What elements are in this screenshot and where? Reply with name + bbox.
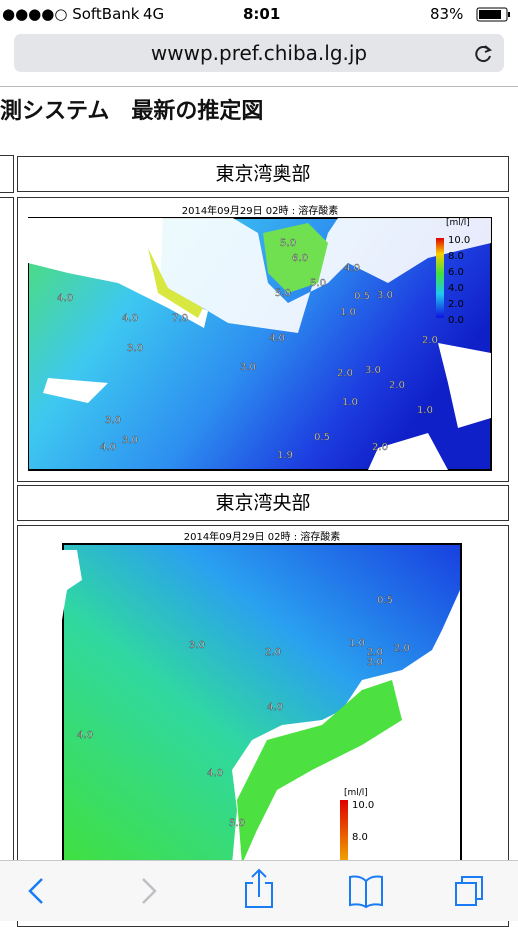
- tabs-button[interactable]: [455, 876, 483, 906]
- contour-label: 5.0: [310, 278, 326, 289]
- contour-label: 3.0: [122, 435, 138, 446]
- legend-label: 8.0: [448, 251, 464, 262]
- contour-label: 5.0: [275, 288, 291, 299]
- contour-label: 0.5: [354, 291, 370, 302]
- contour-label: 3.0: [189, 640, 205, 651]
- legend-label: 2.0: [448, 299, 464, 310]
- legend-label: 10.0: [448, 235, 470, 246]
- contour-label: 2.0: [422, 335, 438, 346]
- reload-icon[interactable]: [472, 43, 494, 65]
- legend-label: 0.0: [448, 315, 464, 326]
- contour-label: 1.9: [277, 450, 293, 461]
- contour-label: 1.0: [417, 405, 433, 416]
- contour-label: 4.0: [77, 730, 93, 741]
- address-bar[interactable]: wwwp.pref.chiba.lg.jp: [14, 34, 504, 72]
- legend-label: 10.0: [352, 800, 374, 811]
- legend-label: 6.0: [448, 267, 464, 278]
- contour-label: 1.0: [342, 397, 358, 408]
- contour-label: 2.0: [372, 442, 388, 453]
- contour-label: 2.0: [394, 643, 410, 654]
- contour-label: 3.0: [105, 415, 121, 426]
- contour-label: 2.0: [367, 647, 383, 658]
- toolbar-icons: [28, 868, 483, 909]
- contour-label: 5.0: [229, 818, 245, 829]
- url: wwwp.pref.chiba.lg.jp: [150, 41, 368, 65]
- map: 2014年09月29日 02時 : 溶存酸素 [ml/l] 10.0 8.0 0.5 3.…: [62, 530, 462, 860]
- contour-label: 0.5: [314, 432, 330, 443]
- bookmarks-button[interactable]: [349, 875, 383, 909]
- contour-label: 4.0: [267, 702, 283, 713]
- share-button[interactable]: [245, 868, 273, 908]
- map-title: 2014年09月29日 02時 : 溶存酸素: [184, 530, 341, 543]
- status-bar: ●●●●○ SoftBank 4G 8:01 83%: [0, 0, 518, 28]
- legend-unit: [ml/l]: [446, 218, 470, 228]
- contour-label: 3.0: [127, 343, 143, 354]
- contour-label: 4.0: [207, 768, 223, 779]
- battery-icon: [476, 7, 510, 22]
- contour-label: 4.0: [122, 313, 138, 324]
- toolbar: [0, 860, 518, 921]
- contour-label: 0.5: [377, 595, 393, 606]
- legend-label: 4.0: [448, 283, 464, 294]
- panel-title: 東京湾奥部: [17, 156, 509, 192]
- legend-label: 8.0: [352, 832, 368, 843]
- time: 8:01: [243, 5, 281, 23]
- legend-unit: [ml/l]: [344, 788, 368, 798]
- divider: [0, 86, 518, 87]
- carrier: ●●●●○ SoftBank: [2, 5, 140, 23]
- contour-label: 2.0: [337, 368, 353, 379]
- legend-bar: [436, 238, 444, 318]
- map: 2014年09月29日 02時 : 溶存酸素 [ml/l] 10.0 8.0 6.0 4.…: [28, 204, 492, 471]
- contour-label: 4.0: [100, 442, 116, 453]
- contour-label: 3.0: [377, 290, 393, 301]
- table-cell: [0, 197, 14, 899]
- battery-percent: 83%: [430, 5, 464, 23]
- contour-label: 7.0: [172, 313, 188, 324]
- legend-bar: [340, 800, 348, 860]
- contour-label: 2.0: [265, 647, 281, 658]
- contour-label: 4.0: [344, 263, 360, 274]
- contour-label: 3.0: [365, 365, 381, 376]
- contour-label: 3.0: [240, 362, 256, 373]
- contour-label: 3.0: [367, 657, 383, 668]
- page-heading: 測システム 最新の推定図: [0, 99, 264, 124]
- network: 4G: [143, 5, 165, 23]
- table-cell: [0, 155, 14, 193]
- contour-label: 4.0: [57, 293, 73, 304]
- contour-label: 6.0: [292, 253, 308, 264]
- forward-button[interactable]: [142, 878, 157, 904]
- contour-label: 5.0: [280, 238, 296, 249]
- contour-label: 1.0: [340, 307, 356, 318]
- contour-label: 4.0: [269, 333, 285, 344]
- map-title: 2014年09月29日 02時 : 溶存酸素: [182, 204, 339, 217]
- panel-title: 東京湾央部: [17, 485, 509, 521]
- contour-label: 1.0: [349, 638, 365, 649]
- back-button[interactable]: [28, 878, 43, 904]
- contour-label: 2.0: [389, 380, 405, 391]
